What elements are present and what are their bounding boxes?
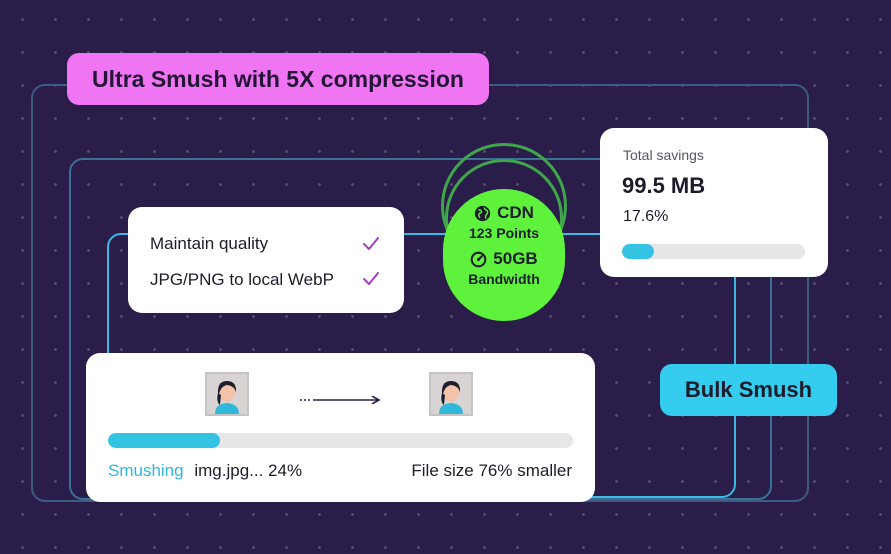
cdn-points: 123 Points	[468, 225, 540, 241]
smushing-progress-fill	[108, 433, 220, 448]
savings-progress-fill	[622, 244, 655, 259]
bulk-smush-label: Bulk Smush	[684, 377, 813, 402]
feature-maintain-quality: Maintain quality	[150, 234, 269, 253]
features-card: Maintain quality JPG/PNG to local WebP	[128, 207, 404, 313]
arrow-right-icon	[300, 395, 381, 405]
savings-card: Total savings 99.5 MB 17.6%	[600, 128, 828, 277]
original-image-avatar	[205, 372, 249, 416]
cdn-bandwidth-value: 50GB	[493, 249, 538, 268]
smushing-card: Smushing img.jpg... 24% File size 76% sm…	[86, 353, 595, 502]
smushing-file-status: img.jpg... 24%	[194, 461, 303, 480]
savings-progress-bar	[622, 244, 805, 259]
bulk-smush-badge: Bulk Smush	[660, 364, 837, 416]
globe-icon	[474, 205, 491, 221]
check-icon	[363, 237, 379, 250]
savings-label: Total savings	[623, 147, 704, 163]
feature-webp: JPG/PNG to local WebP	[150, 270, 334, 289]
smushing-status-line: Smushing img.jpg... 24%	[108, 461, 302, 481]
cdn-title: CDN	[497, 203, 534, 222]
cdn-title-row: CDN	[443, 203, 565, 223]
ultra-smush-badge: Ultra Smush with 5X compression	[67, 53, 489, 105]
savings-percent: 17.6%	[623, 208, 669, 225]
person-icon	[431, 374, 471, 414]
cdn-capsule: CDN 123 Points 50GB Bandwidth	[443, 189, 565, 321]
gauge-icon	[470, 251, 487, 267]
conversion-arrow	[299, 391, 381, 405]
smushing-result: File size 76% smaller	[411, 461, 572, 480]
smushing-status-label: Smushing	[108, 461, 184, 480]
smushing-progress-bar	[108, 433, 573, 448]
cdn-bandwidth-row: 50GB	[443, 249, 565, 269]
ultra-smush-label: Ultra Smush with 5X compression	[92, 65, 464, 92]
check-icon	[363, 272, 379, 285]
optimized-image-avatar	[429, 372, 473, 416]
cdn-badge: CDN 123 Points 50GB Bandwidth	[441, 143, 567, 321]
person-icon	[207, 374, 247, 414]
savings-amount: 99.5 MB	[622, 173, 706, 198]
cdn-bandwidth-label: Bandwidth	[468, 271, 540, 287]
